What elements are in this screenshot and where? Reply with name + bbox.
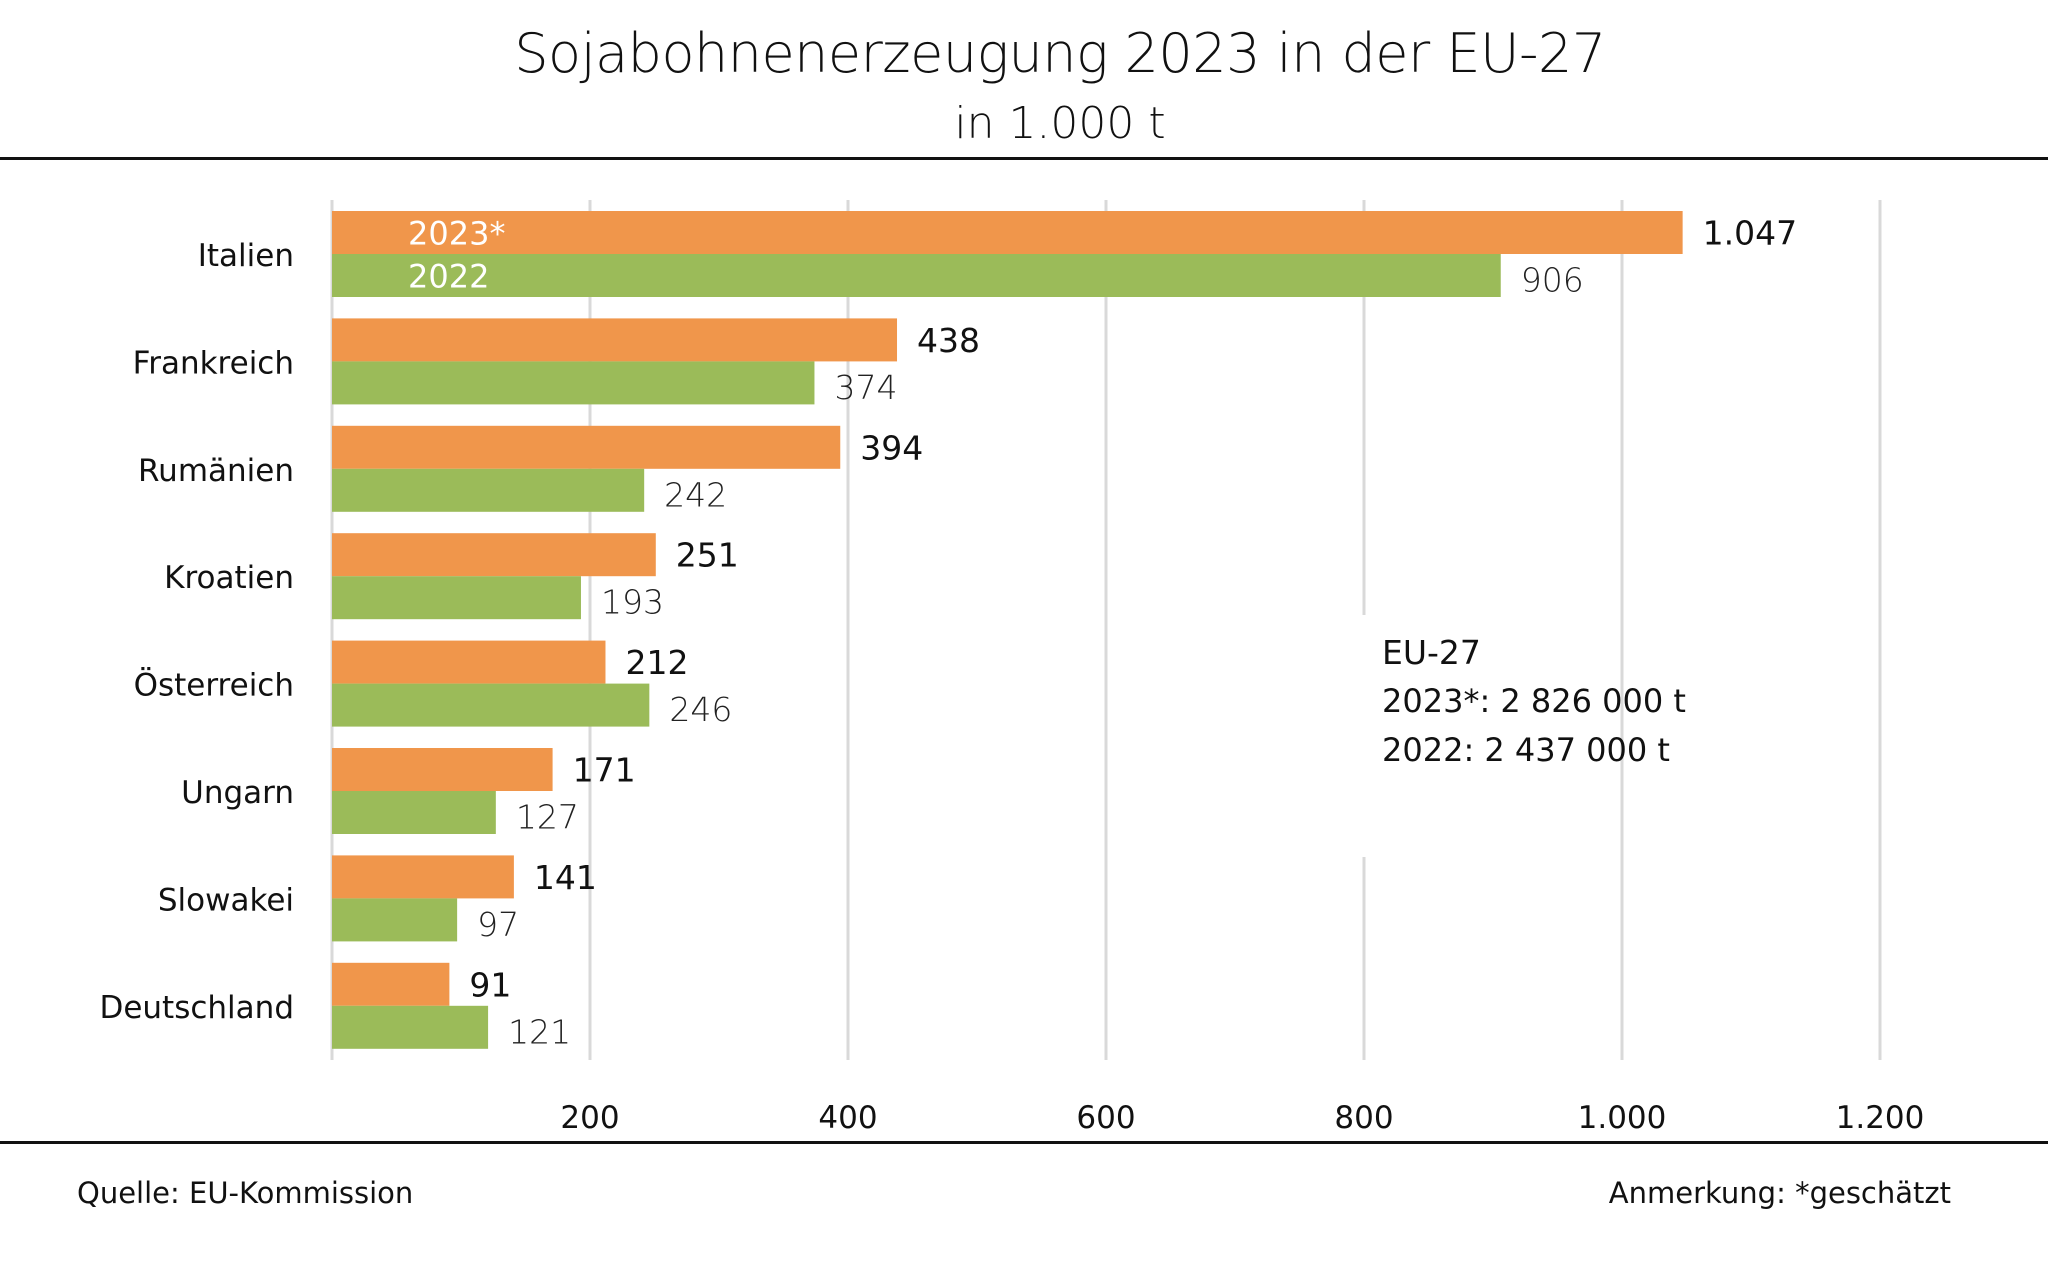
summary-line-2022: 2022: 2 437 000 t (1382, 731, 1670, 769)
value-label-2022: 374 (834, 368, 897, 407)
category-label: Italien (198, 238, 294, 274)
value-label-2023: 394 (860, 428, 923, 467)
bar-2022 (332, 254, 1501, 297)
value-label-2023: 251 (676, 536, 739, 575)
bar-2023 (332, 211, 1683, 254)
category-label: Deutschland (99, 990, 294, 1026)
value-label-2023: 141 (534, 858, 597, 897)
category-label: Frankreich (133, 345, 294, 381)
legend-label-2023: 2023* (408, 215, 505, 253)
source-note: Quelle: EU-Kommission (77, 1176, 414, 1210)
summary-line-2023: 2023*: 2 826 000 t (1382, 682, 1686, 720)
bar-2023 (332, 318, 898, 362)
x-tick-label: 600 (1076, 1100, 1135, 1136)
value-label-2022: 121 (508, 1012, 571, 1051)
top-divider (0, 157, 2048, 160)
bar-2022 (332, 468, 645, 512)
bar-2023 (332, 855, 514, 899)
bar-2022 (332, 361, 815, 405)
bar-2023 (332, 533, 656, 577)
bar-2022 (332, 576, 581, 620)
remark-note: Anmerkung: *geschätzt (1608, 1176, 1951, 1210)
bar-2023 (332, 640, 606, 684)
x-tick-label: 200 (560, 1100, 619, 1136)
value-label-2022: 193 (601, 583, 664, 622)
value-label-2022: 97 (477, 905, 519, 944)
bar-2023 (332, 425, 841, 469)
bar-2022 (332, 791, 496, 834)
bar-2023 (332, 748, 553, 791)
bar-2022 (332, 683, 650, 727)
value-label-2022: 246 (669, 690, 732, 729)
value-label-2022: 127 (516, 798, 579, 837)
value-label-2023: 438 (917, 321, 980, 360)
bar-2022 (332, 898, 458, 942)
category-label: Slowakei (158, 882, 294, 918)
summary-box: EU-27 2023*: 2 826 000 t 2022: 2 437 000… (1382, 628, 1686, 775)
chart-title: Sojabohnenerzeugung 2023 in der EU-27 (514, 22, 1606, 85)
bar-2022 (332, 1005, 489, 1049)
bar-2023 (332, 962, 450, 1006)
value-label-2023: 212 (625, 643, 688, 682)
summary-heading: EU-27 (1382, 633, 1481, 672)
value-label-2023: 1.047 (1703, 214, 1797, 253)
x-tick-label: 800 (1334, 1100, 1393, 1136)
chart-subtitle: in 1.000 t (954, 98, 1166, 149)
value-label-2023: 171 (573, 751, 636, 790)
bottom-divider (0, 1141, 2048, 1144)
summary-box-background (1340, 615, 1610, 857)
x-tick-label: 400 (818, 1100, 877, 1136)
value-label-2022: 242 (664, 475, 727, 514)
value-label-2022: 906 (1521, 261, 1584, 300)
legend-label-2022: 2022 (408, 258, 489, 296)
category-label: Kroatien (164, 560, 294, 596)
x-tick-label: 1.200 (1836, 1100, 1925, 1136)
category-label: Österreich (134, 667, 294, 704)
value-label-2023: 91 (469, 965, 511, 1004)
x-tick-label: 1.000 (1578, 1100, 1667, 1136)
category-label: Ungarn (181, 775, 294, 811)
category-label: Rumänien (138, 453, 294, 489)
